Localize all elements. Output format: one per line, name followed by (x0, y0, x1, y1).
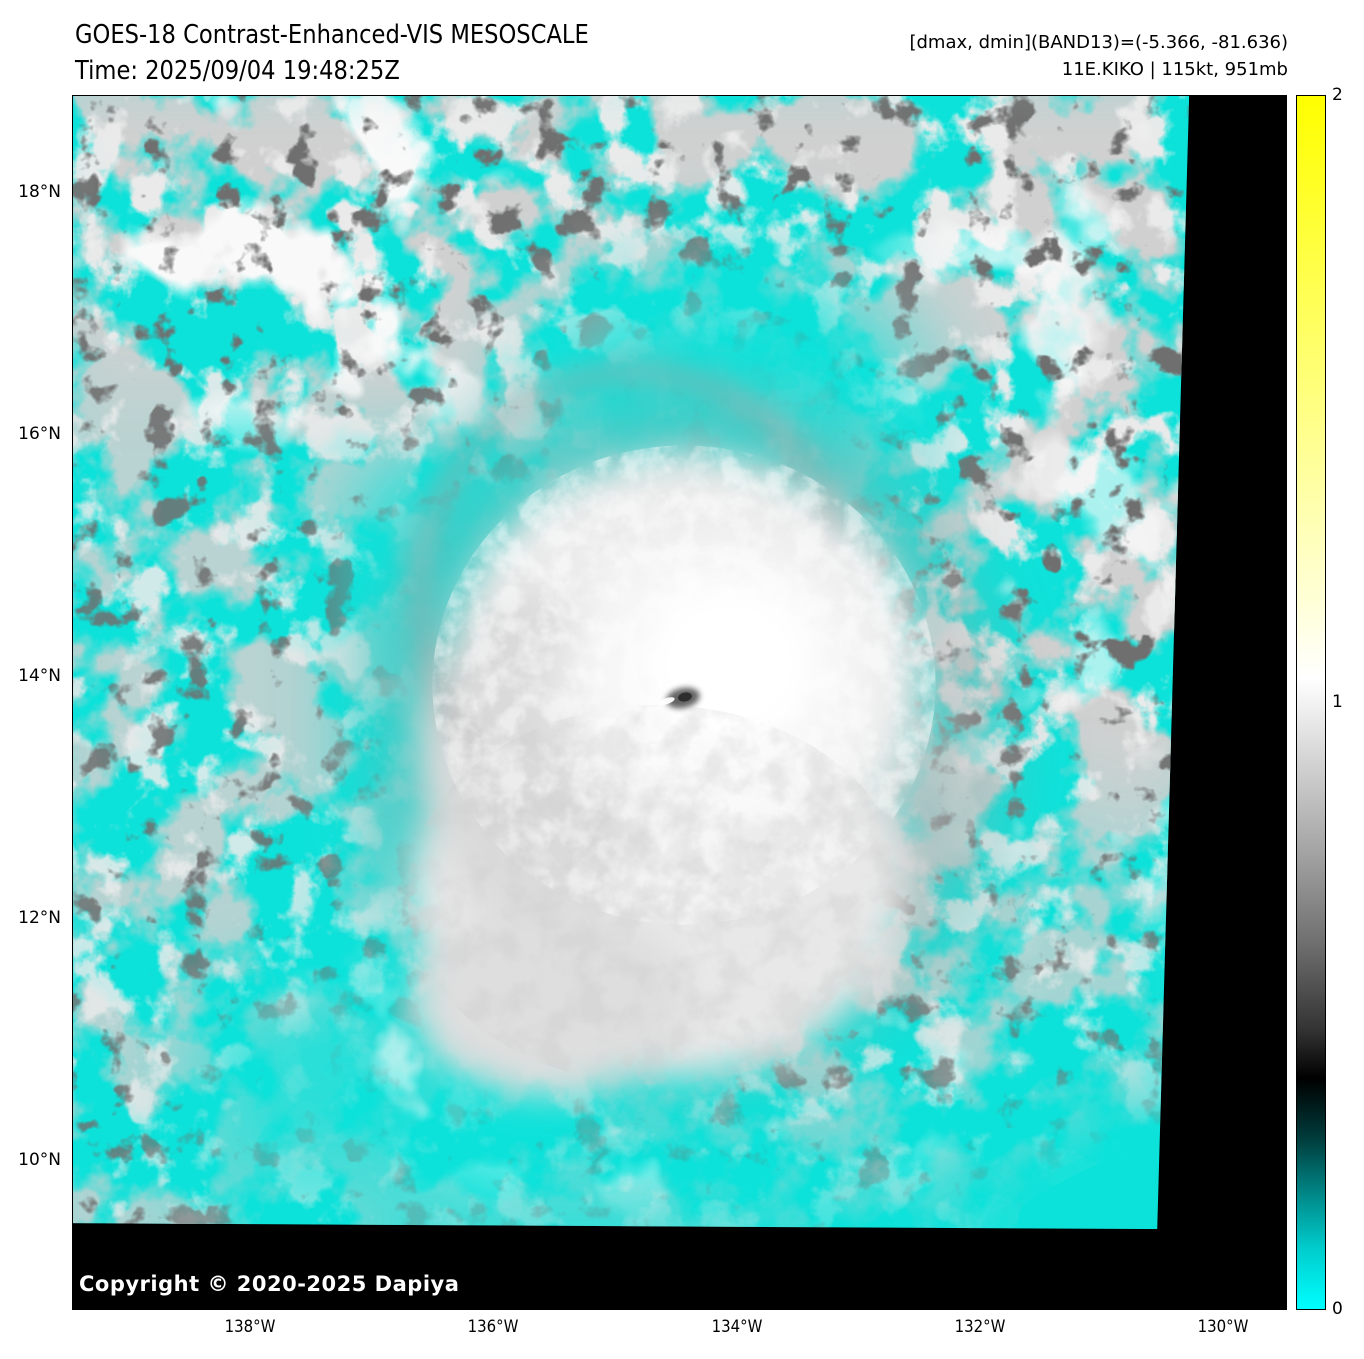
lon-tick-138w: 138°W (224, 1317, 276, 1337)
figure-header: GOES-18 Contrast-Enhanced-VIS MESOSCALE … (75, 17, 589, 89)
lon-tick-136w: 136°W (467, 1317, 519, 1337)
copyright-text: Copyright © 2020-2025 Dapiya (79, 1272, 460, 1296)
lon-tick-132w: 132°W (954, 1317, 1006, 1337)
hurricane-south-band-texture (407, 704, 907, 1085)
colorbar-tick-1: 1 (1332, 692, 1343, 712)
hurricane-kiko (338, 358, 1042, 1128)
lon-tick-134w: 134°W (711, 1317, 763, 1337)
hurricane-eye (659, 687, 700, 709)
figure-title: GOES-18 Contrast-Enhanced-VIS MESOSCALE (75, 20, 589, 50)
data-swath (73, 96, 1190, 1230)
storm-status-text: 11E.KIKO | 115kt, 951mb (1061, 59, 1288, 80)
lat-tick-12n: 12°N (18, 908, 61, 928)
lat-tick-14n: 14°N (18, 666, 61, 686)
lat-tick-18n: 18°N (18, 182, 61, 202)
satellite-plot: Copyright © 2020-2025 Dapiya (72, 95, 1287, 1310)
colorbar-tick-2: 2 (1332, 85, 1343, 105)
figure-timestamp: Time: 2025/09/04 19:48:25Z (75, 56, 400, 86)
colorbar-gradient (1296, 95, 1326, 1310)
figure-info: [dmax, dmin](BAND13)=(-5.366, -81.636) 1… (909, 29, 1288, 83)
band-stats-text: [dmax, dmin](BAND13)=(-5.366, -81.636) (909, 32, 1288, 53)
colorbar-tick-0: 0 (1332, 1299, 1343, 1319)
hurricane-spiral-band (406, 358, 853, 756)
lon-tick-130w: 130°W (1197, 1317, 1249, 1337)
lat-tick-16n: 16°N (18, 424, 61, 444)
satellite-image (73, 96, 1286, 1309)
lat-tick-10n: 10°N (18, 1150, 61, 1170)
